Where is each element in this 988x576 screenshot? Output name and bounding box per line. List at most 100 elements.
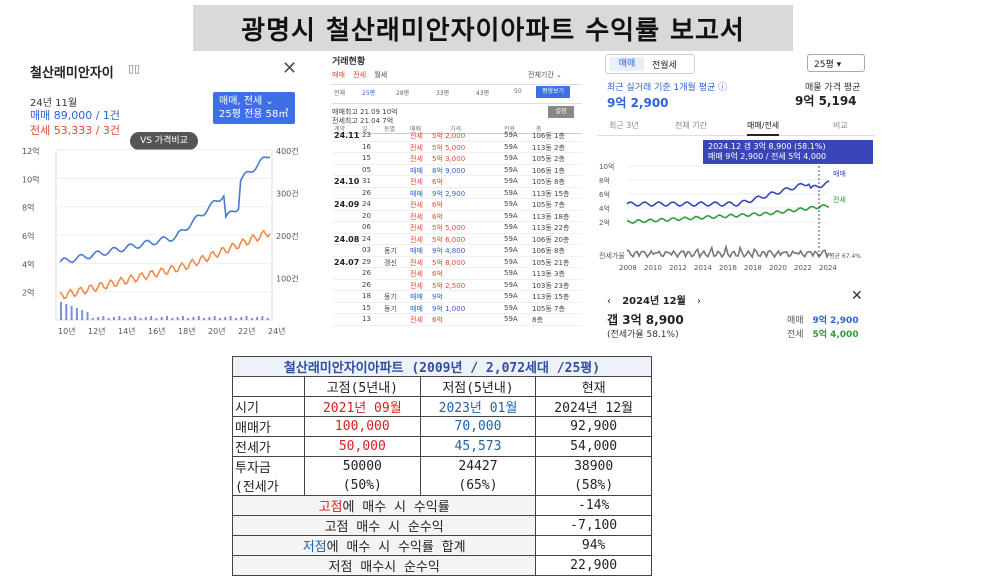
x-tick-label: 2008 — [619, 264, 637, 272]
cell-size: 59A — [504, 188, 518, 197]
table-cell: 100,000 — [304, 416, 421, 437]
settings-button[interactable]: 설정 — [548, 106, 574, 118]
y-tick-label: 2억 — [599, 219, 610, 227]
size-option[interactable]: 25평 — [362, 90, 376, 97]
result-value: -14% — [535, 495, 652, 516]
table-row[interactable]: 13 전세 6억 59A 8층 — [332, 314, 582, 326]
volume-bar — [155, 318, 158, 320]
cell-type: 전세 — [410, 281, 423, 290]
cell-floor: 113동 3층 — [532, 270, 565, 278]
month-navigator: ‹ 2024년 12월 › — [607, 292, 701, 307]
table-row[interactable]: 20 전세 6억 59A 113동 18층 — [332, 211, 582, 222]
tab-monthly[interactable]: 월세 — [374, 71, 388, 79]
size-filter: 전체 25평 28평 33평 43평 50 — [332, 84, 582, 104]
table-row[interactable]: 15 전세 5억 3,000 59A 105동 2층 — [332, 153, 582, 165]
x-tick-label: 20년 — [208, 326, 226, 336]
table-cell: (58%) — [535, 476, 652, 496]
size-option[interactable]: 43평 — [476, 90, 490, 97]
period-select[interactable]: 전체기간 ⌄ — [528, 71, 562, 79]
tab-sale-rent[interactable]: 매매/전세 — [747, 120, 780, 136]
high-prices: 매매최고 21.09 10억 전세최고 21.04 7억 — [332, 108, 398, 126]
size-view-button[interactable]: 평형보기 — [536, 86, 570, 98]
table-cell: (65%) — [419, 476, 537, 496]
cell-size: 59A — [504, 165, 518, 174]
x-tick-label: 2016 — [719, 264, 737, 272]
col-header: 전용 — [504, 126, 516, 133]
result-value: -7,100 — [535, 515, 652, 536]
tab-sale[interactable]: 매매 — [332, 71, 345, 79]
volume-bar — [70, 306, 73, 320]
size-option[interactable]: 33평 — [436, 90, 450, 97]
cell-type: 전세 — [410, 132, 423, 140]
cell-floor: 8층 — [532, 316, 543, 324]
tab-compare[interactable]: 비교 — [833, 121, 848, 130]
rent-price-line — [59, 229, 271, 300]
prev-month-icon[interactable]: ‹ — [607, 296, 611, 307]
cell-price: 6억 — [432, 316, 443, 324]
tooltip-prices: 매매 9억 2,900 / 전세 5억 4,000 — [708, 152, 827, 161]
high-rent: 전세최고 21.04 7억 — [332, 117, 394, 125]
table-row[interactable]: 24.10 31 전세 6억 59A 105동 8층 — [332, 176, 582, 188]
cell-price: 6억 — [432, 201, 443, 209]
col-header: 일 — [362, 126, 368, 133]
cell-floor: 113동 15층 — [532, 293, 570, 301]
table-row[interactable]: 24.07 29 갱신 전세 5억 8,000 59A 105동 21층 — [332, 257, 582, 268]
compare-button[interactable]: VS 가격비교 — [130, 132, 198, 150]
x-tick-label: 2024 — [819, 264, 837, 272]
table-row[interactable]: 16 전세 5억 5,000 59A 113동 2층 — [332, 142, 582, 153]
size-select[interactable]: 25평 ▾ — [807, 54, 865, 72]
volume-bar — [65, 304, 68, 320]
cell-price: 9억 — [432, 293, 443, 301]
table-header: 고점(5년내) — [304, 376, 421, 397]
size-option[interactable]: 50 — [514, 88, 522, 95]
table-row[interactable]: 26 전세 6억 59A 113동 3층 — [332, 268, 582, 280]
close-icon[interactable]: ✕ — [282, 58, 298, 79]
size-option[interactable]: 28평 — [396, 90, 410, 97]
table-cell: 2023년 01월 — [419, 396, 537, 417]
next-month-icon[interactable]: › — [697, 296, 702, 307]
table-cell: 50,000 — [304, 436, 421, 457]
toggle-sale[interactable]: 매매 — [610, 57, 644, 71]
avg-label: 최근 실거래 기준 1개월 평균 ⓘ — [607, 83, 728, 93]
cell-floor: 106동 1층 — [532, 166, 565, 175]
table-row[interactable]: 03 동기 매매 9억 4,800 59A 106동 8층 — [332, 245, 582, 257]
toggle-rent[interactable]: 전월세 — [652, 61, 677, 71]
result-highlight: 저점 — [302, 540, 327, 555]
table-row[interactable]: 05 매매 8억 9,000 59A 106동 1층 — [332, 165, 582, 176]
cell-size: 59A — [504, 131, 518, 139]
table-row[interactable]: 18 동기 매매 9억 59A 113동 15층 — [332, 291, 582, 303]
cell-day: 05 — [362, 165, 371, 174]
table-row[interactable]: 24.11 23 전세 5억 2,000 59A 106동 1층 — [332, 130, 582, 142]
tab-rent[interactable]: 전세 — [353, 71, 367, 79]
close-icon[interactable]: ✕ — [851, 288, 863, 304]
map-icon[interactable]: ▯▯ — [128, 62, 141, 75]
volume-bar — [197, 316, 200, 320]
y2-tick-label: 200건 — [276, 231, 299, 241]
col-header: 동별 — [384, 126, 396, 133]
cell-type: 매매 — [410, 247, 423, 255]
cell-floor: 105동 2층 — [532, 155, 565, 163]
cell-size: 59A — [504, 177, 518, 185]
tab-all-period[interactable]: 전체 기간 — [675, 121, 707, 130]
table-row[interactable]: 26 전세 5억 2,500 59A 103동 23층 — [332, 280, 582, 291]
table-row[interactable]: 15 동기 매매 9억 1,000 59A 105동 7층 — [332, 303, 582, 314]
size-option[interactable]: 전체 — [334, 90, 346, 97]
cell-price: 6억 — [432, 270, 443, 278]
x-tick-label: 12년 — [88, 326, 106, 336]
cell-day: 16 — [362, 142, 371, 151]
cell-dong: 동기 — [384, 304, 397, 313]
table-row[interactable]: 06 전세 5억 5,000 59A 113동 22층 — [332, 222, 582, 234]
price-trend-chart: 12억 10억 8억 6억 4억 2억 400건 300건 200건 100건 10년 12년 14년 1… — [22, 146, 299, 336]
table-row[interactable]: 24.09 24 전세 6억 59A 105동 7층 — [332, 199, 582, 211]
cell-price: 5억 5,000 — [432, 143, 466, 152]
table-row[interactable]: 26 매매 9억 2,900 59A 113동 15층 — [332, 188, 582, 199]
table-row[interactable]: 24.08 24 전세 5억 6,000 59A 106동 20층 — [332, 234, 582, 245]
cell-size: 59A — [504, 234, 518, 243]
cell-day: 31 — [362, 177, 371, 185]
tab-recent-3y[interactable]: 최근 3년 — [609, 121, 639, 130]
cell-price: 5억 8,000 — [432, 258, 466, 267]
gap-amount: 갭 3억 8,900 — [607, 313, 684, 327]
trade-filter-button[interactable]: 매매, 전세 ⌄ 25평 전용 58㎡ — [213, 92, 295, 124]
y-tick-label: 2억 — [22, 288, 34, 298]
x-tick-label: 2022 — [794, 264, 812, 272]
